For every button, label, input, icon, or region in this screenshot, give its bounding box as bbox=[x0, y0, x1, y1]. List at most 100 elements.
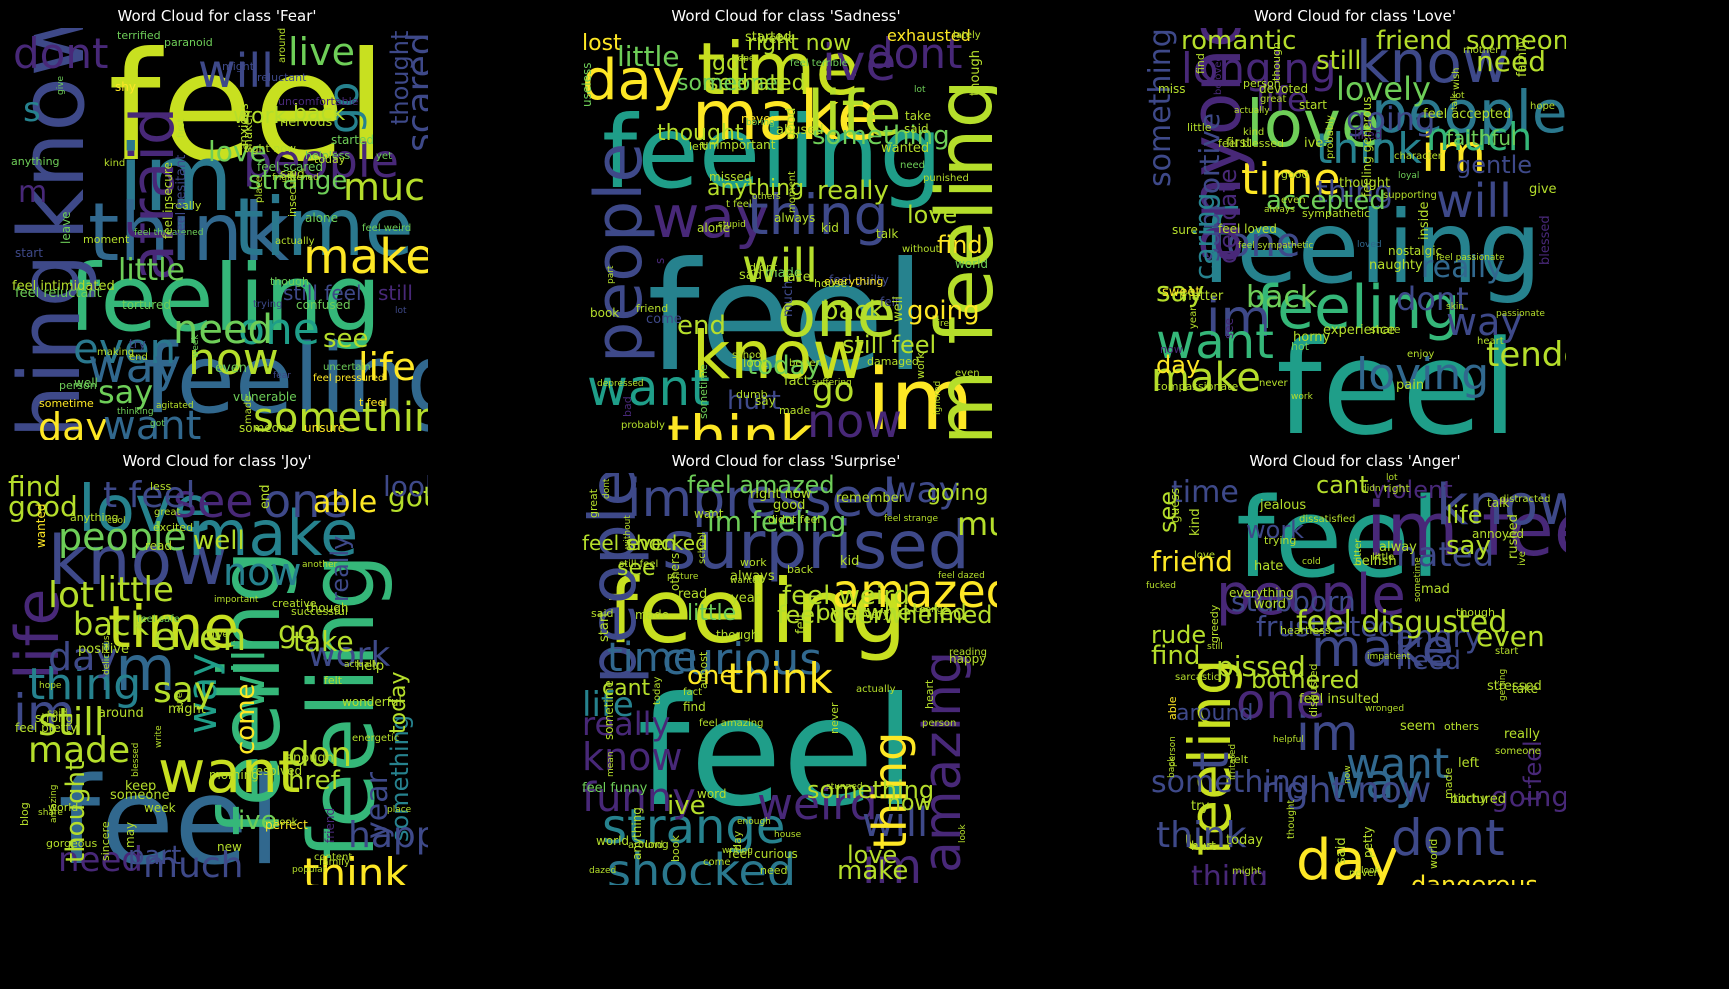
cloud-word: anything bbox=[11, 155, 60, 168]
cloud-word: abused bbox=[776, 123, 824, 138]
cloud-word: say bbox=[1156, 275, 1205, 308]
cloud-word: now bbox=[887, 791, 933, 816]
cloud-word: wronged bbox=[1365, 704, 1405, 714]
cloud-word: others bbox=[668, 552, 682, 591]
cloud-word: feel threatened bbox=[134, 228, 204, 238]
cloud-word: first bbox=[176, 117, 187, 138]
cloud-word: think bbox=[727, 654, 833, 703]
cloud-word: pain bbox=[1396, 378, 1425, 393]
cloud-word: keep bbox=[125, 779, 157, 794]
cloud-word: find bbox=[683, 700, 706, 714]
cloud-word: little bbox=[1372, 552, 1395, 563]
cloud-word: made bbox=[635, 608, 670, 622]
cloud-word: person bbox=[59, 379, 97, 392]
cloud-word: devoted bbox=[1259, 82, 1309, 96]
cloud-word: got bbox=[388, 480, 428, 513]
cloud-word: will bbox=[862, 800, 929, 846]
cloud-word: petty bbox=[1361, 826, 1375, 858]
panel-title: Word Cloud for class 'Fear' bbox=[117, 7, 317, 25]
cloud-word: always bbox=[774, 211, 816, 225]
cloud-word: give bbox=[1529, 182, 1557, 197]
cloud-word: useless bbox=[580, 62, 594, 108]
cloud-word: anything bbox=[707, 176, 805, 201]
cloud-word: vulnerable bbox=[233, 390, 297, 404]
cloud-word: something bbox=[812, 121, 950, 151]
cloud-word: find bbox=[1194, 53, 1207, 75]
cloud-word: boring bbox=[746, 118, 775, 128]
cloud-word: even bbox=[1476, 620, 1545, 653]
cloud-word: really bbox=[817, 176, 889, 206]
cloud-word: year bbox=[731, 591, 761, 606]
cloud-word: still bbox=[1207, 642, 1223, 652]
cloud-word: beloved bbox=[1213, 54, 1224, 95]
cloud-word: end bbox=[129, 352, 148, 363]
cloud-word: world bbox=[48, 801, 79, 814]
cloud-word: want bbox=[1156, 314, 1274, 370]
cloud-word: time bbox=[108, 593, 240, 661]
cloud-word: read bbox=[145, 539, 173, 553]
cloud-word: know bbox=[582, 735, 683, 779]
cloud-word: thought bbox=[386, 31, 414, 126]
cloud-word: cool bbox=[107, 516, 126, 526]
cloud-word: made bbox=[765, 266, 802, 281]
cloud-word: less bbox=[150, 480, 172, 493]
cloud-word: find bbox=[1151, 641, 1201, 671]
cloud-word: t feel bbox=[359, 396, 388, 409]
cloud-word: feel bbox=[1236, 474, 1441, 602]
cloud-word: still bbox=[378, 281, 413, 305]
cloud-word: life bbox=[1256, 80, 1308, 120]
cloud-word: trying bbox=[1264, 534, 1297, 547]
cloud-word: will bbox=[742, 239, 818, 293]
cloud-word: enjoy bbox=[1407, 349, 1435, 360]
cloud-word: felt bbox=[880, 295, 900, 309]
cloud-word: im bbox=[98, 632, 176, 705]
cloud-word: need bbox=[173, 307, 273, 353]
cloud-word: fact bbox=[784, 374, 809, 389]
cloud-word: hated bbox=[1396, 535, 1495, 575]
cloud-word: others bbox=[1444, 720, 1480, 733]
cloud-word: life bbox=[358, 345, 416, 389]
cloud-word: come bbox=[703, 857, 731, 868]
cloud-word: work bbox=[233, 104, 287, 129]
cloud-word: think bbox=[1316, 124, 1422, 173]
cloud-word: im bbox=[118, 125, 234, 232]
cloud-word: ive bbox=[822, 34, 897, 92]
cloud-word: someone bbox=[1495, 746, 1541, 757]
cloud-word: go bbox=[812, 370, 855, 410]
cloud-word: still bbox=[1316, 46, 1362, 76]
cloud-word: come bbox=[646, 312, 682, 327]
cloud-word: reluctant bbox=[257, 71, 307, 84]
cloud-word: great bbox=[1260, 94, 1287, 105]
cloud-word: book bbox=[590, 306, 620, 320]
cloud-word: back bbox=[787, 563, 814, 576]
cloud-word: every bbox=[858, 608, 890, 621]
cloud-word: might bbox=[222, 60, 255, 73]
cloud-word: ignored bbox=[933, 380, 943, 415]
cloud-word: book bbox=[273, 817, 298, 828]
cloud-word: wanted bbox=[730, 576, 764, 586]
cloud-word: felt bbox=[1230, 753, 1249, 766]
cloud-word: lovely bbox=[1336, 70, 1431, 108]
cloud-word: actually bbox=[275, 236, 315, 247]
cloud-word: matter bbox=[1179, 289, 1224, 304]
cloud-word: part bbox=[128, 841, 182, 871]
cloud-word: work bbox=[740, 556, 767, 569]
cloud-word: sympathetic bbox=[1302, 207, 1371, 220]
cloud-word: dont bbox=[13, 29, 109, 78]
cloud-word: see bbox=[1222, 317, 1236, 339]
cloud-word: lot bbox=[1453, 91, 1465, 101]
cloud-word: now bbox=[188, 334, 279, 385]
cloud-word: lot bbox=[1386, 473, 1398, 483]
cloud-word: strange bbox=[602, 799, 786, 855]
cloud-word: person bbox=[1168, 735, 1178, 767]
panel-title: Word Cloud for class 'Sadness' bbox=[671, 7, 901, 25]
cloud-word: loving bbox=[1356, 349, 1490, 400]
cloud-word: even bbox=[1281, 195, 1306, 206]
cloud-word: feel bbox=[108, 28, 388, 195]
cloud-word: dangerous bbox=[1411, 871, 1538, 885]
cloud-word: start bbox=[1299, 98, 1327, 112]
cloud-word: one bbox=[777, 278, 897, 352]
cloud-word: feel intimidated bbox=[12, 279, 115, 294]
cloud-word: school bbox=[697, 531, 708, 564]
